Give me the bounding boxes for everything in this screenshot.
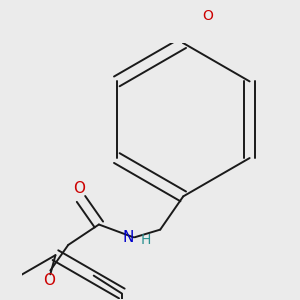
Text: O: O: [73, 182, 85, 196]
Text: O: O: [43, 273, 55, 288]
Text: H: H: [141, 233, 152, 247]
Text: O: O: [202, 10, 213, 23]
Text: N: N: [122, 230, 134, 245]
